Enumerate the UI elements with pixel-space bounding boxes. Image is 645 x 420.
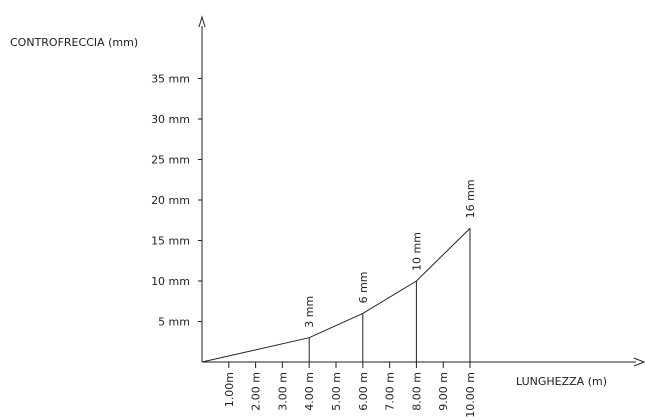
x-tick-label: 6.00 m: [357, 372, 370, 411]
series: 3 mm 6 mm 10 mm 16 mm: [201, 179, 477, 363]
y-axis-arrow-icon: [198, 15, 206, 28]
x-axis-title: LUNGHEZZA (m): [516, 375, 607, 388]
y-tick-label: 20 mm: [151, 194, 190, 207]
x-tick-label: 1.00m: [223, 372, 236, 407]
data-label: 6 mm: [357, 271, 370, 303]
y-ticks: 5 mm 10 mm 15 mm 20 mm 25 mm 30 mm 35 mm: [151, 73, 202, 329]
x-tick-label: 3.00 m: [276, 372, 289, 411]
x-tick-label: 8.00 m: [410, 372, 423, 411]
x-tick-label: 10.00 m: [464, 372, 477, 418]
x-axis-arrow-icon: [633, 357, 645, 367]
y-tick-label: 35 mm: [151, 73, 190, 86]
x-ticks: 1.00m 2.00 m 3.00 m 4.00 m 5.00 m 6.00 m 7.00 …: [223, 362, 477, 418]
x-tick-label: 4.00 m: [303, 372, 316, 411]
series-line: [201, 227, 471, 363]
y-tick-label: 5 mm: [158, 316, 190, 329]
x-tick-label: 7.00 m: [384, 372, 397, 411]
data-label: 10 mm: [410, 232, 423, 271]
y-axis-title: CONTROFRECCIA (mm): [10, 36, 138, 49]
y-tick-label: 10 mm: [151, 275, 190, 288]
data-label: 16 mm: [464, 179, 477, 218]
x-tick-label: 9.00 m: [437, 372, 450, 411]
y-tick-label: 15 mm: [151, 235, 190, 248]
y-tick-label: 30 mm: [151, 113, 190, 126]
x-tick-label: 2.00 m: [250, 372, 263, 411]
axes: [198, 15, 645, 367]
y-tick-label: 25 mm: [151, 154, 190, 167]
data-label: 3 mm: [303, 296, 316, 328]
x-tick-label: 5.00 m: [330, 372, 343, 411]
